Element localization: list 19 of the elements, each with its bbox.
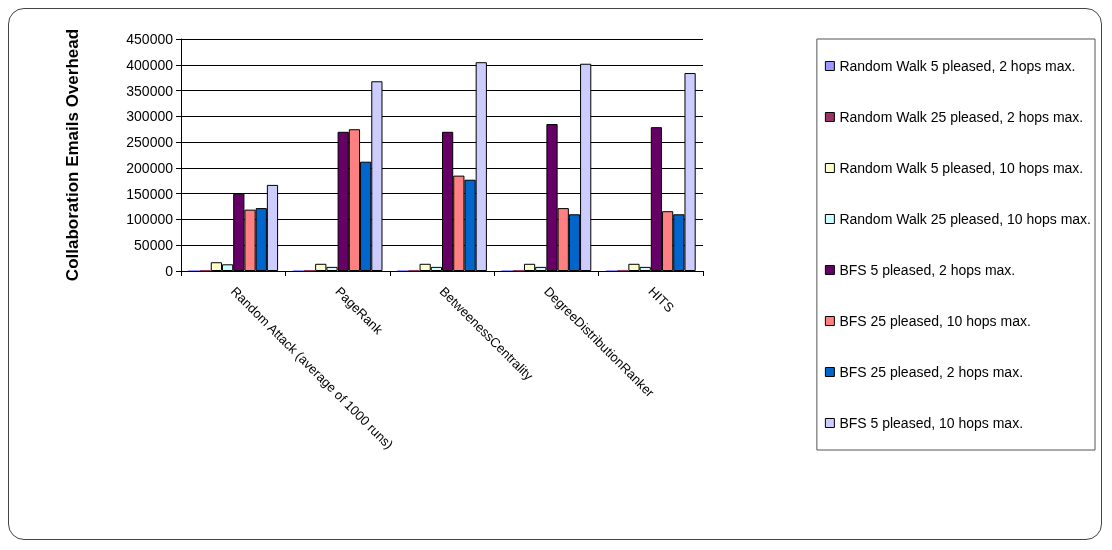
y-tick-label: 100000 <box>126 211 174 228</box>
y-tick-label: 300000 <box>126 108 174 125</box>
y-tick-label: 400000 <box>126 56 174 73</box>
y-tick-label: 250000 <box>126 134 174 151</box>
y-tick-label: 200000 <box>126 159 174 176</box>
legend-label: BFS 5 pleased, 10 hops max. <box>839 415 1024 431</box>
legend-label: Random Walk 5 pleased, 10 hops max. <box>839 160 1084 176</box>
legend-label: Random Walk 25 pleased, 10 hops max. <box>839 211 1092 227</box>
legend-label: Random Walk 5 pleased, 2 hops max. <box>839 58 1076 74</box>
y-tick-label: 350000 <box>126 82 174 99</box>
legend-label: BFS 5 pleased, 2 hops max. <box>839 262 1016 278</box>
legend-label: Random Walk 25 pleased, 2 hops max. <box>839 109 1084 125</box>
y-tick-label: 0 <box>165 263 174 279</box>
y-tick-label: 150000 <box>126 185 174 202</box>
y-tick-label: 450000 <box>126 31 174 47</box>
y-tick-label: 50000 <box>134 237 174 254</box>
legend-label: BFS 25 pleased, 2 hops max. <box>839 364 1024 380</box>
legend-label: BFS 25 pleased, 10 hops max. <box>839 313 1031 329</box>
y-axis-title: Collaboration Emails Overhead <box>63 28 82 282</box>
